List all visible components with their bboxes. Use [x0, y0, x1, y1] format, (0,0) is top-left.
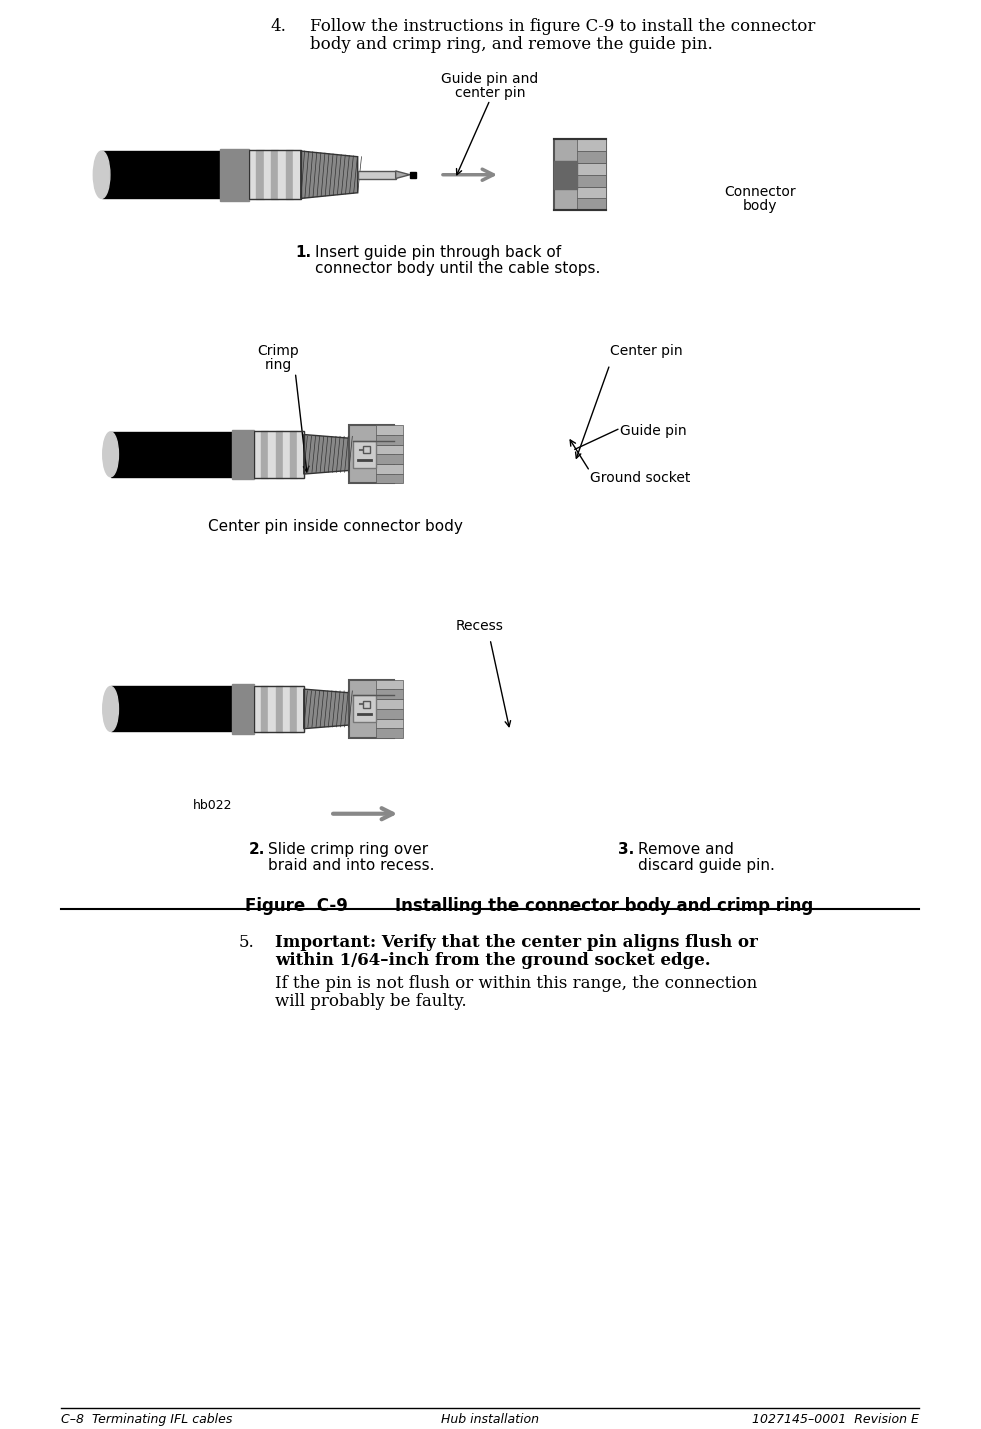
- Bar: [283, 432, 289, 477]
- Bar: [269, 686, 276, 732]
- Bar: [358, 171, 395, 179]
- Bar: [376, 689, 402, 699]
- Text: connector body until the cable stops.: connector body until the cable stops.: [315, 260, 600, 276]
- Bar: [376, 424, 402, 434]
- Text: Guide pin and: Guide pin and: [441, 71, 539, 86]
- Bar: [254, 432, 304, 477]
- Bar: [376, 719, 402, 729]
- Bar: [554, 139, 606, 210]
- Text: If the pin is not flush or within this range, the connection: If the pin is not flush or within this r…: [276, 976, 757, 993]
- Ellipse shape: [103, 432, 119, 477]
- Text: Figure  C-9: Figure C-9: [245, 896, 348, 915]
- Bar: [376, 474, 402, 483]
- Text: body: body: [743, 199, 777, 213]
- Text: Ground socket: Ground socket: [590, 472, 691, 486]
- Bar: [376, 680, 402, 689]
- Text: 3.: 3.: [618, 842, 634, 857]
- Bar: [376, 699, 402, 709]
- Text: Remove and: Remove and: [638, 842, 734, 857]
- Bar: [376, 729, 402, 739]
- Text: Installing the connector body and crimp ring: Installing the connector body and crimp …: [395, 896, 813, 915]
- Bar: [289, 686, 296, 732]
- Bar: [578, 163, 606, 174]
- Text: will probably be faulty.: will probably be faulty.: [276, 993, 467, 1010]
- Bar: [254, 686, 261, 732]
- Text: Center pin inside connector body: Center pin inside connector body: [208, 519, 463, 534]
- Text: within 1/64–inch from the ground socket edge.: within 1/64–inch from the ground socket …: [276, 952, 711, 969]
- Text: discard guide pin.: discard guide pin.: [638, 857, 775, 873]
- Text: Recess: Recess: [456, 619, 504, 633]
- Bar: [261, 686, 269, 732]
- Bar: [578, 199, 606, 210]
- Bar: [232, 430, 254, 479]
- Bar: [111, 686, 236, 732]
- Bar: [276, 686, 283, 732]
- Bar: [293, 150, 301, 200]
- Bar: [248, 150, 301, 200]
- Text: Important: Verify that the center pin aligns flush or: Important: Verify that the center pin al…: [276, 933, 758, 950]
- Text: center pin: center pin: [455, 86, 525, 100]
- Bar: [353, 696, 376, 723]
- Text: 2.: 2.: [248, 842, 265, 857]
- Bar: [376, 454, 402, 464]
- Bar: [289, 432, 296, 477]
- Bar: [248, 150, 256, 200]
- Text: 4.: 4.: [271, 19, 286, 34]
- Text: C–8  Terminating IFL cables: C–8 Terminating IFL cables: [61, 1413, 232, 1426]
- Text: body and crimp ring, and remove the guide pin.: body and crimp ring, and remove the guid…: [310, 36, 713, 53]
- Text: hb022: hb022: [192, 799, 232, 812]
- Bar: [376, 444, 402, 454]
- Bar: [254, 432, 261, 477]
- Polygon shape: [304, 689, 348, 729]
- Text: Guide pin: Guide pin: [620, 424, 687, 439]
- Text: Follow the instructions in figure C-9 to install the connector: Follow the instructions in figure C-9 to…: [310, 19, 815, 34]
- Bar: [264, 150, 271, 200]
- Text: Center pin: Center pin: [610, 344, 683, 359]
- Text: Slide crimp ring over: Slide crimp ring over: [269, 842, 429, 857]
- Bar: [285, 150, 293, 200]
- Bar: [279, 150, 285, 200]
- Text: ring: ring: [265, 359, 292, 373]
- Bar: [363, 446, 370, 453]
- Bar: [111, 432, 236, 477]
- Bar: [578, 174, 606, 187]
- Bar: [261, 432, 269, 477]
- Text: Crimp: Crimp: [257, 344, 299, 359]
- Bar: [296, 432, 304, 477]
- Polygon shape: [395, 171, 410, 179]
- Bar: [353, 440, 376, 467]
- Text: Connector: Connector: [724, 184, 796, 199]
- Bar: [363, 700, 370, 707]
- Bar: [269, 432, 276, 477]
- Bar: [283, 686, 289, 732]
- Text: 1.: 1.: [295, 244, 311, 260]
- Bar: [276, 432, 283, 477]
- Bar: [376, 464, 402, 474]
- Bar: [232, 684, 254, 733]
- Bar: [376, 709, 402, 719]
- Bar: [348, 424, 393, 483]
- Ellipse shape: [93, 151, 110, 199]
- Text: 1027145–0001  Revision E: 1027145–0001 Revision E: [752, 1413, 919, 1426]
- Bar: [348, 680, 393, 739]
- Polygon shape: [304, 434, 348, 474]
- Bar: [256, 150, 264, 200]
- Polygon shape: [301, 151, 358, 199]
- Bar: [102, 151, 225, 199]
- Bar: [271, 150, 279, 200]
- Text: Hub installation: Hub installation: [441, 1413, 539, 1426]
- Bar: [578, 151, 606, 163]
- Text: Insert guide pin through back of: Insert guide pin through back of: [315, 244, 561, 260]
- Text: 5.: 5.: [238, 933, 254, 950]
- Bar: [376, 434, 402, 444]
- Bar: [554, 160, 578, 189]
- Bar: [254, 686, 304, 732]
- Bar: [296, 686, 304, 732]
- Bar: [410, 171, 416, 177]
- Ellipse shape: [103, 686, 119, 732]
- Text: braid and into recess.: braid and into recess.: [269, 857, 435, 873]
- Bar: [578, 139, 606, 151]
- Bar: [220, 149, 248, 201]
- Bar: [578, 187, 606, 199]
